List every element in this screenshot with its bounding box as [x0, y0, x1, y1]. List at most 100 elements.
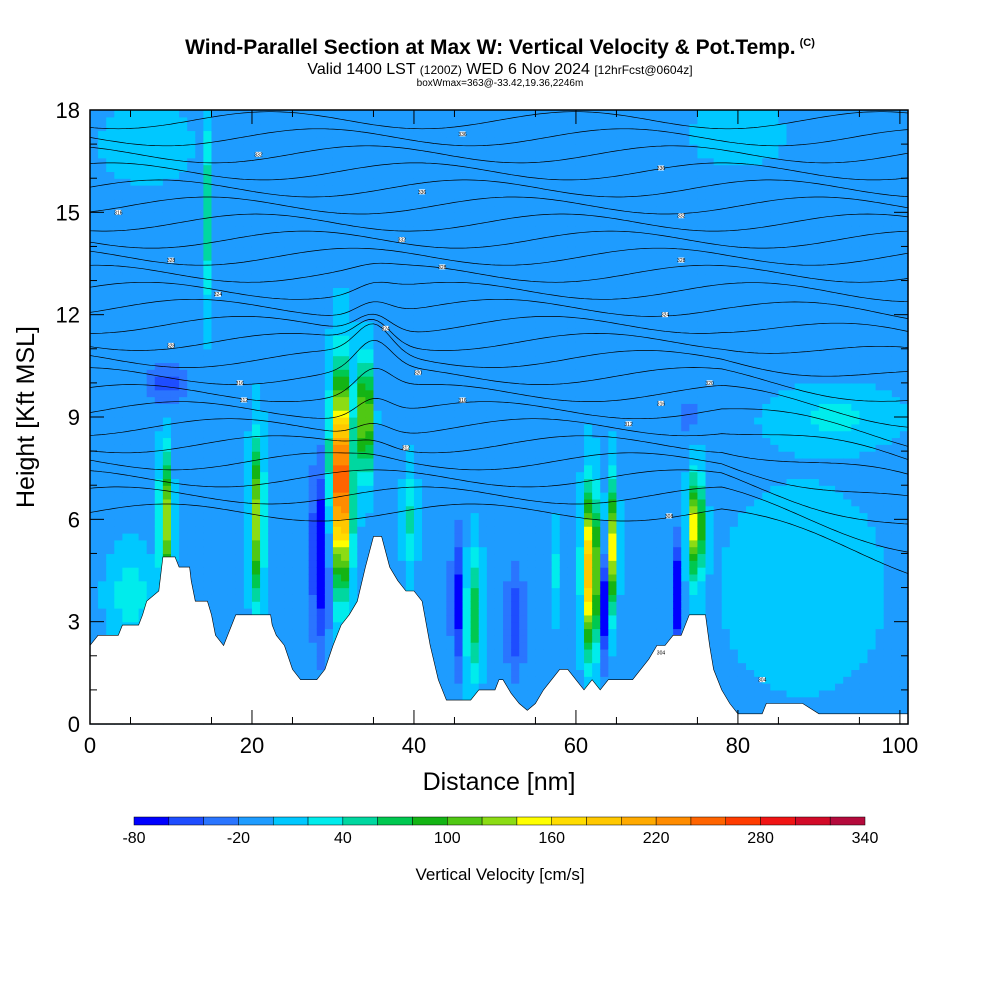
- velocity-cell: [292, 628, 302, 636]
- velocity-cell: [195, 505, 204, 514]
- velocity-cell: [106, 225, 115, 234]
- velocity-cell: [195, 273, 204, 282]
- velocity-cell: [284, 280, 294, 288]
- velocity-cell: [332, 273, 342, 282]
- velocity-cell: [284, 246, 294, 254]
- velocity-cell: [397, 164, 407, 172]
- velocity-cell: [478, 287, 488, 295]
- velocity-cell: [195, 225, 204, 234]
- velocity-cell: [106, 505, 115, 514]
- velocity-cell: [122, 430, 132, 439]
- velocity-cell: [130, 335, 140, 343]
- velocity-cell: [227, 178, 237, 186]
- velocity-cell: [519, 621, 528, 630]
- velocity-cell: [90, 519, 99, 527]
- velocity-cell: [268, 614, 277, 623]
- velocity-cell: [381, 287, 391, 295]
- velocity-cell: [503, 546, 512, 555]
- velocity-cell: [284, 130, 294, 138]
- velocity-cell: [300, 526, 310, 534]
- velocity-cell: [341, 301, 350, 309]
- velocity-cell: [308, 389, 318, 398]
- velocity-cell: [122, 532, 132, 541]
- velocity-cell: [373, 273, 383, 282]
- velocity-cell: [357, 451, 366, 459]
- velocity-cell: [503, 144, 512, 152]
- velocity-cell: [260, 382, 269, 391]
- velocity-cell: [470, 389, 480, 398]
- velocity-cell: [146, 335, 156, 343]
- velocity-cell: [276, 532, 285, 541]
- velocity-cell: [535, 621, 545, 630]
- velocity-cell: [276, 546, 285, 555]
- velocity-cell: [413, 519, 423, 527]
- velocity-cell: [268, 587, 277, 595]
- velocity-cell: [478, 389, 488, 398]
- velocity-cell: [332, 369, 342, 377]
- velocity-cell: [260, 430, 269, 439]
- velocity-cell: [486, 130, 496, 138]
- velocity-cell: [341, 396, 350, 404]
- velocity-cell: [260, 328, 269, 336]
- velocity-cell: [308, 150, 318, 159]
- velocity-cell: [381, 376, 391, 384]
- velocity-cell: [413, 478, 423, 486]
- velocity-cell: [462, 307, 472, 316]
- velocity-cell: [260, 348, 269, 357]
- velocity-cell: [422, 553, 431, 561]
- velocity-cell: [324, 594, 334, 602]
- velocity-cell: [324, 642, 334, 650]
- velocity-cell: [316, 301, 326, 309]
- velocity-cell: [316, 116, 326, 125]
- velocity-cell: [470, 362, 480, 370]
- velocity-cell: [446, 676, 456, 684]
- velocity-cell: [373, 519, 383, 527]
- velocity-cell: [446, 355, 456, 364]
- velocity-cell: [106, 628, 115, 636]
- velocity-cell: [276, 348, 285, 357]
- velocity-cell: [98, 116, 107, 125]
- velocity-cell: [397, 464, 407, 473]
- velocity-cell: [308, 410, 318, 418]
- velocity-cell: [284, 498, 294, 507]
- velocity-cell: [365, 355, 375, 364]
- velocity-cell: [389, 150, 399, 159]
- velocity-cell: [341, 232, 350, 241]
- velocity-cell: [413, 560, 423, 568]
- velocity-cell: [300, 478, 310, 486]
- velocity-cell: [438, 587, 447, 595]
- velocity-cell: [413, 198, 423, 207]
- velocity-cell: [203, 519, 213, 527]
- velocity-cell: [324, 123, 334, 132]
- velocity-cell: [413, 437, 423, 445]
- velocity-cell: [243, 321, 253, 329]
- velocity-cell: [292, 266, 302, 275]
- velocity-cell: [413, 505, 423, 514]
- velocity-cell: [90, 253, 99, 261]
- velocity-cell: [170, 355, 180, 364]
- velocity-cell: [251, 157, 261, 166]
- velocity-cell: [114, 335, 123, 343]
- velocity-cell: [503, 157, 512, 166]
- velocity-cell: [300, 137, 310, 145]
- velocity-cell: [138, 573, 148, 582]
- velocity-cell: [292, 232, 302, 241]
- velocity-cell: [138, 471, 148, 479]
- velocity-cell: [381, 355, 391, 364]
- velocity-cell: [494, 539, 504, 548]
- velocity-cell: [332, 205, 342, 213]
- velocity-cell: [438, 191, 447, 200]
- velocity-cell: [98, 621, 107, 630]
- velocity-cell: [397, 191, 407, 200]
- velocity-cell: [284, 532, 294, 541]
- velocity-cell: [195, 294, 204, 302]
- velocity-cell: [422, 123, 431, 132]
- velocity-cell: [478, 355, 488, 364]
- velocity-cell: [349, 212, 358, 220]
- velocity-cell: [154, 171, 164, 179]
- velocity-cell: [130, 130, 140, 138]
- velocity-cell: [227, 280, 237, 288]
- velocity-cell: [494, 498, 504, 507]
- velocity-cell: [170, 232, 180, 241]
- velocity-cell: [260, 130, 269, 138]
